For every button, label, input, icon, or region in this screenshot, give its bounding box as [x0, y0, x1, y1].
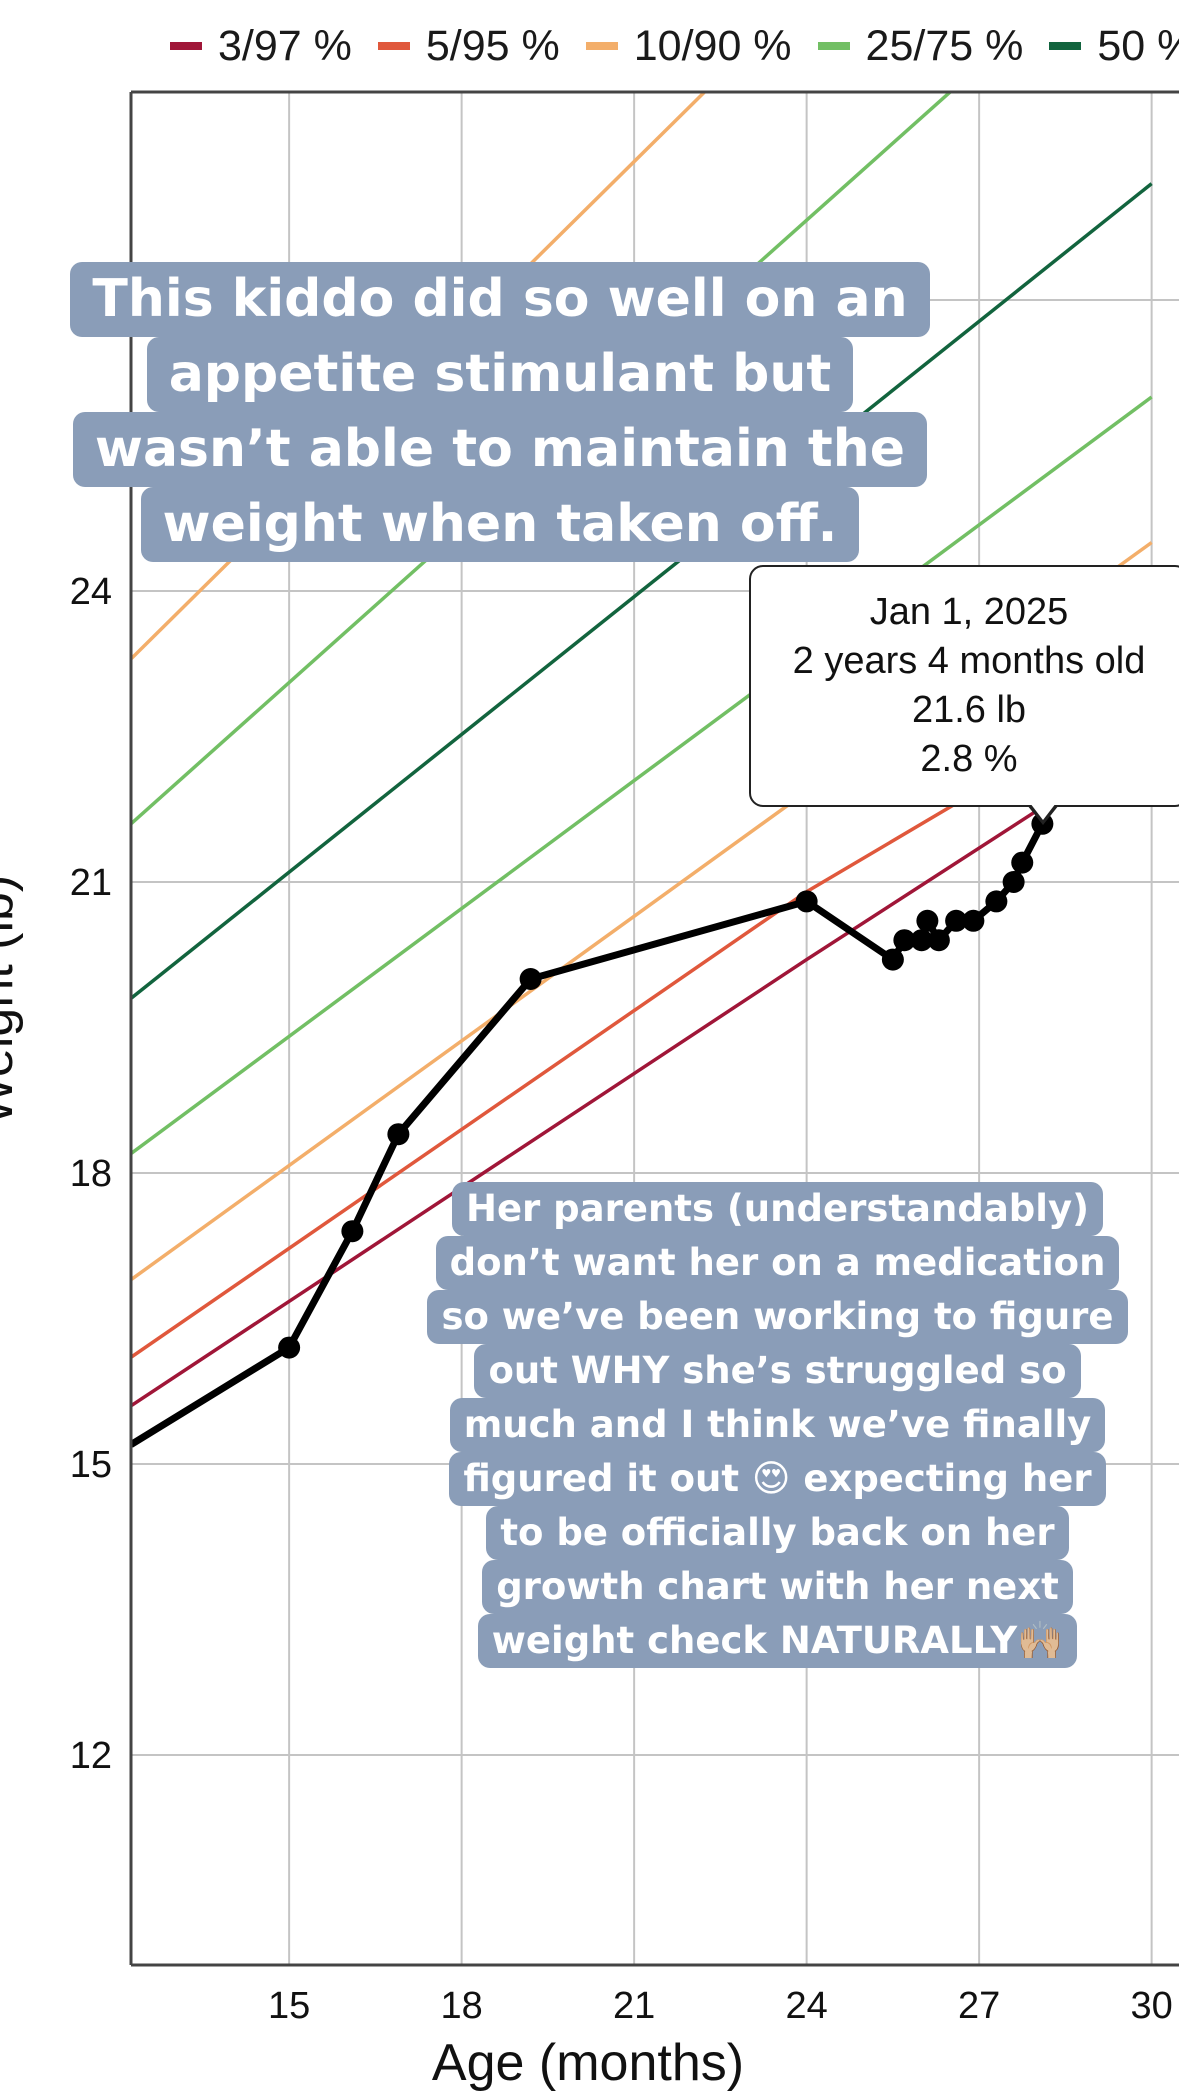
weight-point [910, 929, 933, 952]
y-tick-label: 21 [70, 862, 112, 904]
weight-point [519, 968, 542, 990]
weight-point [1011, 851, 1034, 874]
x-tick-label: 30 [1130, 1985, 1172, 2027]
legend-label: 50 % [1097, 21, 1179, 70]
legend-swatch [170, 42, 202, 50]
caption-bottom-line: Her parents (understandably) [451, 1182, 1103, 1236]
legend-item: 5/95 % [377, 21, 560, 71]
weight-point [387, 1123, 410, 1146]
caption-bottom-line: much and I think we’ve finally [449, 1398, 1106, 1452]
legend-item: 10/90 % [585, 21, 792, 71]
weight-point [893, 929, 916, 952]
caption-bottom-line: to be officially back on her [486, 1506, 1069, 1560]
caption-bottom-line: don’t want her on a medication [435, 1236, 1120, 1290]
caption-top-line: appetite stimulant but [146, 337, 854, 412]
caption-bottom-line: so we’ve been working to figure [427, 1290, 1128, 1344]
y-tick-label: 12 [70, 1735, 112, 1777]
weight-point [927, 929, 950, 952]
tooltip-pointer [1027, 803, 1059, 825]
legend-item: 50 % [1049, 22, 1179, 71]
legend-label: 5/95 % [425, 21, 560, 70]
caption-top-line: This kiddo did so well on an [70, 262, 930, 337]
legend-swatch [585, 42, 618, 50]
y-tick-label: 24 [70, 571, 112, 613]
caption-bottom-line: weight check NATURALLY🙌🏼 [477, 1614, 1078, 1668]
caption-bottom-line: out WHY she’s struggled so [474, 1344, 1081, 1398]
caption-top-line: weight when taken off. [140, 487, 860, 562]
legend-item: 25/75 % [817, 21, 1024, 71]
weight-point [985, 890, 1008, 913]
legend-label: 3/97 % [218, 21, 352, 70]
weight-point [881, 948, 904, 971]
legend-label: 10/90 % [633, 21, 792, 70]
weight-point [962, 909, 985, 932]
caption-top: This kiddo did so well on an appetite st… [50, 262, 950, 562]
weight-point [916, 909, 939, 932]
weight-point [795, 890, 818, 913]
x-tick-label: 21 [613, 1985, 655, 2027]
tooltip-percentile: 2.8 % [920, 738, 1018, 780]
percentile-curve [131, 182, 1153, 1000]
caption-bottom: Her parents (understandably) don’t want … [405, 1182, 1150, 1668]
x-tick-label: 27 [958, 1985, 1000, 2027]
tooltip-weight: 21.6 lb [911, 689, 1027, 731]
legend-swatch [1049, 42, 1082, 50]
weight-point [341, 1220, 364, 1243]
x-tick-label: 15 [268, 1985, 310, 2027]
weight-point [945, 909, 968, 932]
y-axis-title: Weight (lb) [0, 875, 24, 1125]
tooltip-date: Jan 1, 2025 [869, 591, 1069, 633]
caption-bottom-line: figured it out 😍 expecting her [449, 1452, 1106, 1506]
legend-label: 25/75 % [865, 21, 1024, 70]
x-axis-title: Age (months) [432, 2034, 744, 2092]
legend-swatch [817, 42, 850, 50]
y-tick-label: 18 [70, 1153, 112, 1195]
data-point-tooltip: Jan 1, 2025 2 years 4 months old 21.6 lb… [749, 565, 1179, 807]
x-axis-ticks: 15 18 21 24 27 30 [268, 1985, 1173, 2027]
weight-point [1002, 871, 1025, 893]
percentile-curve [131, 395, 1153, 1156]
tooltip-age: 2 years 4 months old [792, 640, 1146, 682]
legend-swatch [377, 42, 410, 50]
legend-item: 3/97 % [170, 22, 352, 71]
x-tick-label: 24 [785, 1985, 827, 2027]
plot-frame [129, 90, 1179, 1967]
weight-point [278, 1336, 301, 1359]
chart-legend: 3/97 % 5/95 % 10/90 % 25/75 % 50 % [170, 18, 1179, 74]
caption-top-line: wasn’t able to maintain the [72, 412, 928, 487]
y-tick-label: 15 [70, 1444, 112, 1486]
x-tick-label: 18 [440, 1985, 482, 2027]
caption-bottom-line: growth chart with her next [482, 1560, 1073, 1614]
weight-series [131, 812, 1054, 1448]
